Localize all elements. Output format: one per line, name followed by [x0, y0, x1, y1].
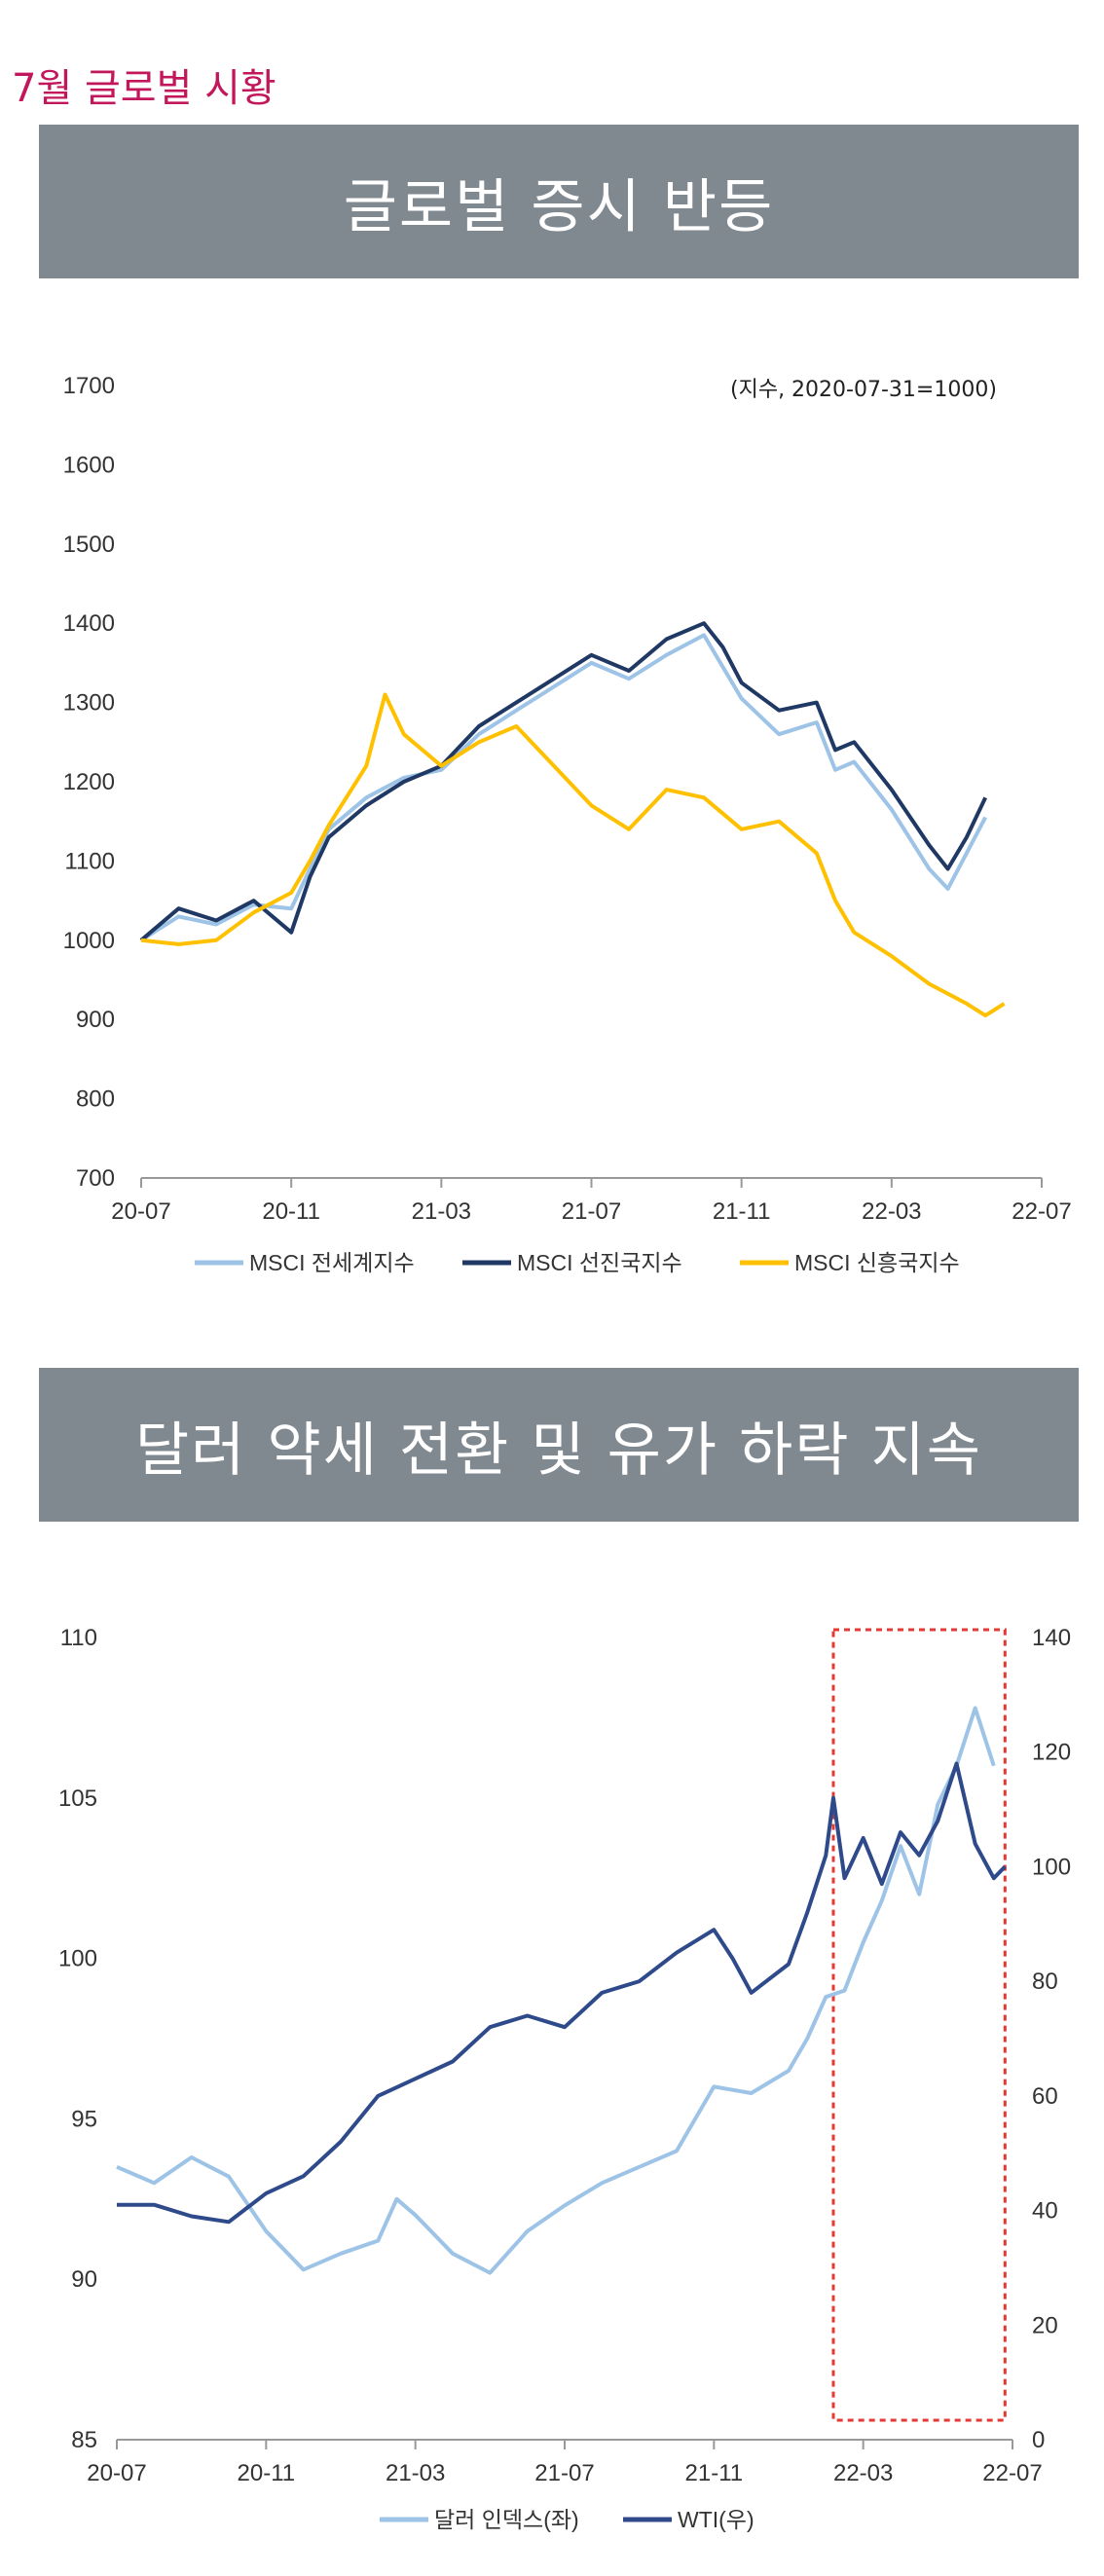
y-right-tick-label: 40: [1032, 2198, 1058, 2225]
series-line-0: [116, 1706, 996, 2275]
x-tick-label: 21-03: [412, 1198, 471, 1225]
y-left-tick-label: 90: [71, 2266, 97, 2293]
x-tick-label: 21-11: [713, 1198, 771, 1225]
y-right-tick-label: 0: [1032, 2427, 1045, 2453]
x-tick-label: 20-11: [262, 1198, 320, 1225]
x-tick-label: 21-07: [562, 1198, 621, 1225]
y-left-tick-label: 100: [58, 1946, 97, 1972]
x-tick-label: 21-07: [534, 2460, 594, 2486]
x-tick-label: 22-03: [833, 2460, 893, 2486]
highlight-box: [831, 1628, 1007, 2422]
series-line-1: [117, 1761, 1007, 2225]
series-line-2: [140, 692, 1006, 1018]
y-tick-label: 700: [76, 1165, 115, 1192]
legend-label-2: MSCI 신흥국지수: [794, 1250, 960, 1275]
legend-label-1: MSCI 선진국지수: [517, 1250, 682, 1275]
x-tick-label: 20-07: [87, 2460, 146, 2486]
y-tick-label: 1400: [63, 610, 115, 637]
chart2-svg: 85 90 95 100 105 110 0 20 40 60 80 100 120 140 20-07 20…: [58, 1625, 1071, 2532]
y-right-tick-label: 80: [1032, 1969, 1058, 1995]
chart1-banner: 글로벌 증시 반등: [39, 125, 1079, 278]
series-line-1: [139, 621, 988, 942]
y-right-tick-label: 120: [1032, 1740, 1071, 1766]
y-tick-label: 800: [76, 1086, 115, 1113]
y-tick-label: 1600: [63, 452, 115, 478]
y-right-tick-label: 100: [1032, 1854, 1071, 1880]
y-tick-label: 1100: [64, 848, 115, 874]
y-right-tick-label: 140: [1032, 1625, 1071, 1651]
x-tick-label: 22-07: [1012, 1198, 1071, 1225]
y-left-tick-label: 95: [71, 2106, 97, 2132]
page-title: 7월 글로벌 시황: [12, 66, 276, 111]
chart1-note: (지수, 2020-07-31=1000): [730, 378, 997, 402]
y-tick-label: 900: [76, 1007, 115, 1033]
y-tick-label: 1200: [63, 769, 115, 795]
y-right-tick-label: 60: [1032, 2083, 1058, 2110]
y-tick-label: 1300: [63, 690, 115, 717]
y-tick-label: 1000: [63, 928, 115, 954]
x-tick-label: 20-07: [111, 1198, 170, 1225]
legend-label-1: WTI(우): [678, 2507, 754, 2532]
x-tick-label: 21-03: [386, 2460, 445, 2486]
y-left-tick-label: 105: [58, 1785, 97, 1812]
chart2-banner: 달러 약세 전환 및 유가 하락 지속: [39, 1368, 1079, 1522]
y-left-tick-label: 85: [71, 2427, 97, 2453]
series-line-0: [139, 633, 987, 942]
legend-label-0: MSCI 전세계지수: [249, 1250, 415, 1275]
legend-label-0: 달러 인덱스(좌): [434, 2507, 579, 2532]
x-tick-label: 22-07: [982, 2460, 1042, 2486]
y-left-tick-label: 110: [60, 1625, 97, 1651]
x-tick-label: 21-11: [685, 2460, 744, 2486]
x-tick-label: 22-03: [862, 1198, 921, 1225]
y-right-tick-label: 20: [1032, 2312, 1058, 2338]
y-tick-label: 1700: [63, 373, 115, 399]
y-tick-label: 1500: [63, 532, 115, 558]
chart1-svg: 700 800 900 1000 1100 1200 1300 1400 1500 1600 170…: [63, 373, 1072, 1275]
x-tick-label: 20-11: [238, 2460, 296, 2486]
